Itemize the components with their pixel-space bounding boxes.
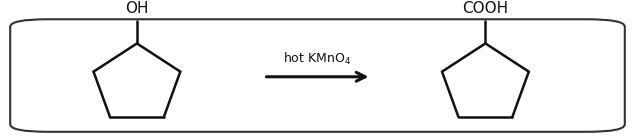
Text: hot KMnO$_4$: hot KMnO$_4$ — [283, 51, 352, 67]
Text: COOH: COOH — [462, 1, 509, 16]
Text: OH: OH — [125, 1, 149, 16]
